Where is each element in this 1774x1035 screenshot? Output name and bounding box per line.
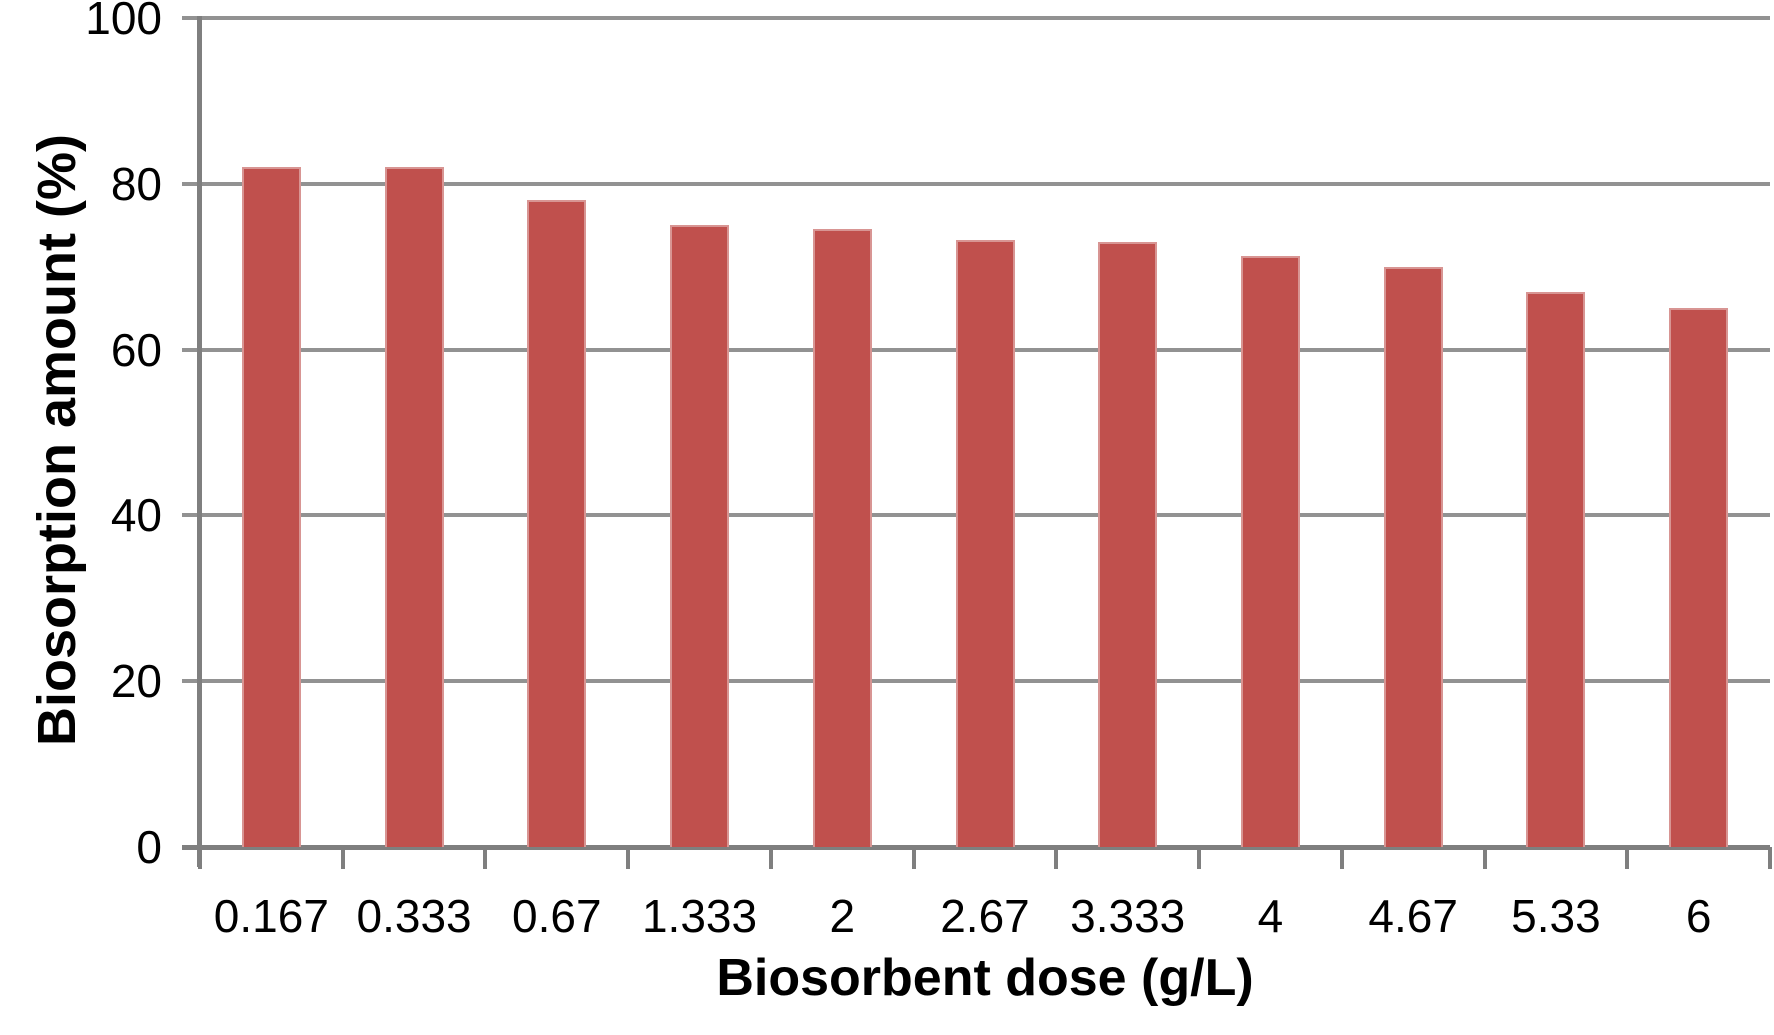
y-tick-label: 100 bbox=[85, 0, 162, 44]
x-tick-mark bbox=[1197, 847, 1202, 869]
x-tick-label: 5.33 bbox=[1511, 890, 1601, 942]
bar bbox=[1669, 308, 1729, 847]
x-tick-mark bbox=[1054, 847, 1059, 869]
bar bbox=[670, 225, 730, 847]
x-tick-mark bbox=[626, 847, 631, 869]
x-tick-label: 4.67 bbox=[1368, 890, 1458, 942]
bar bbox=[527, 200, 587, 847]
bar bbox=[955, 240, 1015, 847]
y-tick-label: 60 bbox=[110, 323, 162, 376]
y-tick-label: 80 bbox=[110, 157, 162, 210]
x-tick-mark bbox=[1339, 847, 1344, 869]
bar bbox=[1383, 266, 1443, 847]
x-tick-label: 0.333 bbox=[356, 890, 472, 942]
y-tick-label: 20 bbox=[110, 655, 162, 708]
bar bbox=[1098, 241, 1158, 847]
x-tick-mark bbox=[340, 847, 345, 869]
bar bbox=[1240, 255, 1300, 847]
x-tick-label: 3.333 bbox=[1070, 890, 1186, 942]
x-tick-label: 0.67 bbox=[512, 890, 602, 942]
y-axis-line bbox=[197, 16, 202, 867]
y-tick-label: 0 bbox=[136, 821, 162, 873]
x-tick-label: 2.67 bbox=[940, 890, 1030, 942]
x-tick-mark bbox=[1625, 847, 1630, 869]
x-tick-label: 0.167 bbox=[213, 890, 329, 942]
x-tick-label: 2 bbox=[829, 890, 856, 942]
x-tick-label: 1.333 bbox=[641, 890, 758, 942]
x-tick-mark bbox=[198, 847, 202, 869]
x-tick-mark bbox=[1482, 847, 1487, 869]
bar bbox=[1526, 291, 1586, 847]
x-tick-label: 6 bbox=[1685, 890, 1712, 942]
bar bbox=[812, 229, 872, 847]
x-tick-mark bbox=[768, 847, 773, 869]
y-tick-label: 40 bbox=[110, 489, 162, 542]
bar bbox=[241, 167, 301, 847]
x-tick-mark bbox=[483, 847, 488, 869]
x-tick-mark bbox=[1768, 847, 1772, 869]
y-axis-title: Biosorption amount (%) bbox=[27, 134, 87, 746]
gridline bbox=[182, 16, 1770, 20]
x-axis-line bbox=[182, 845, 1770, 850]
x-axis-title: Biosorbent dose (g/L) bbox=[716, 949, 1254, 1007]
x-tick-mark bbox=[911, 847, 916, 869]
gridline bbox=[182, 181, 1770, 186]
x-tick-label: 4 bbox=[1257, 890, 1284, 942]
bar bbox=[384, 167, 444, 847]
